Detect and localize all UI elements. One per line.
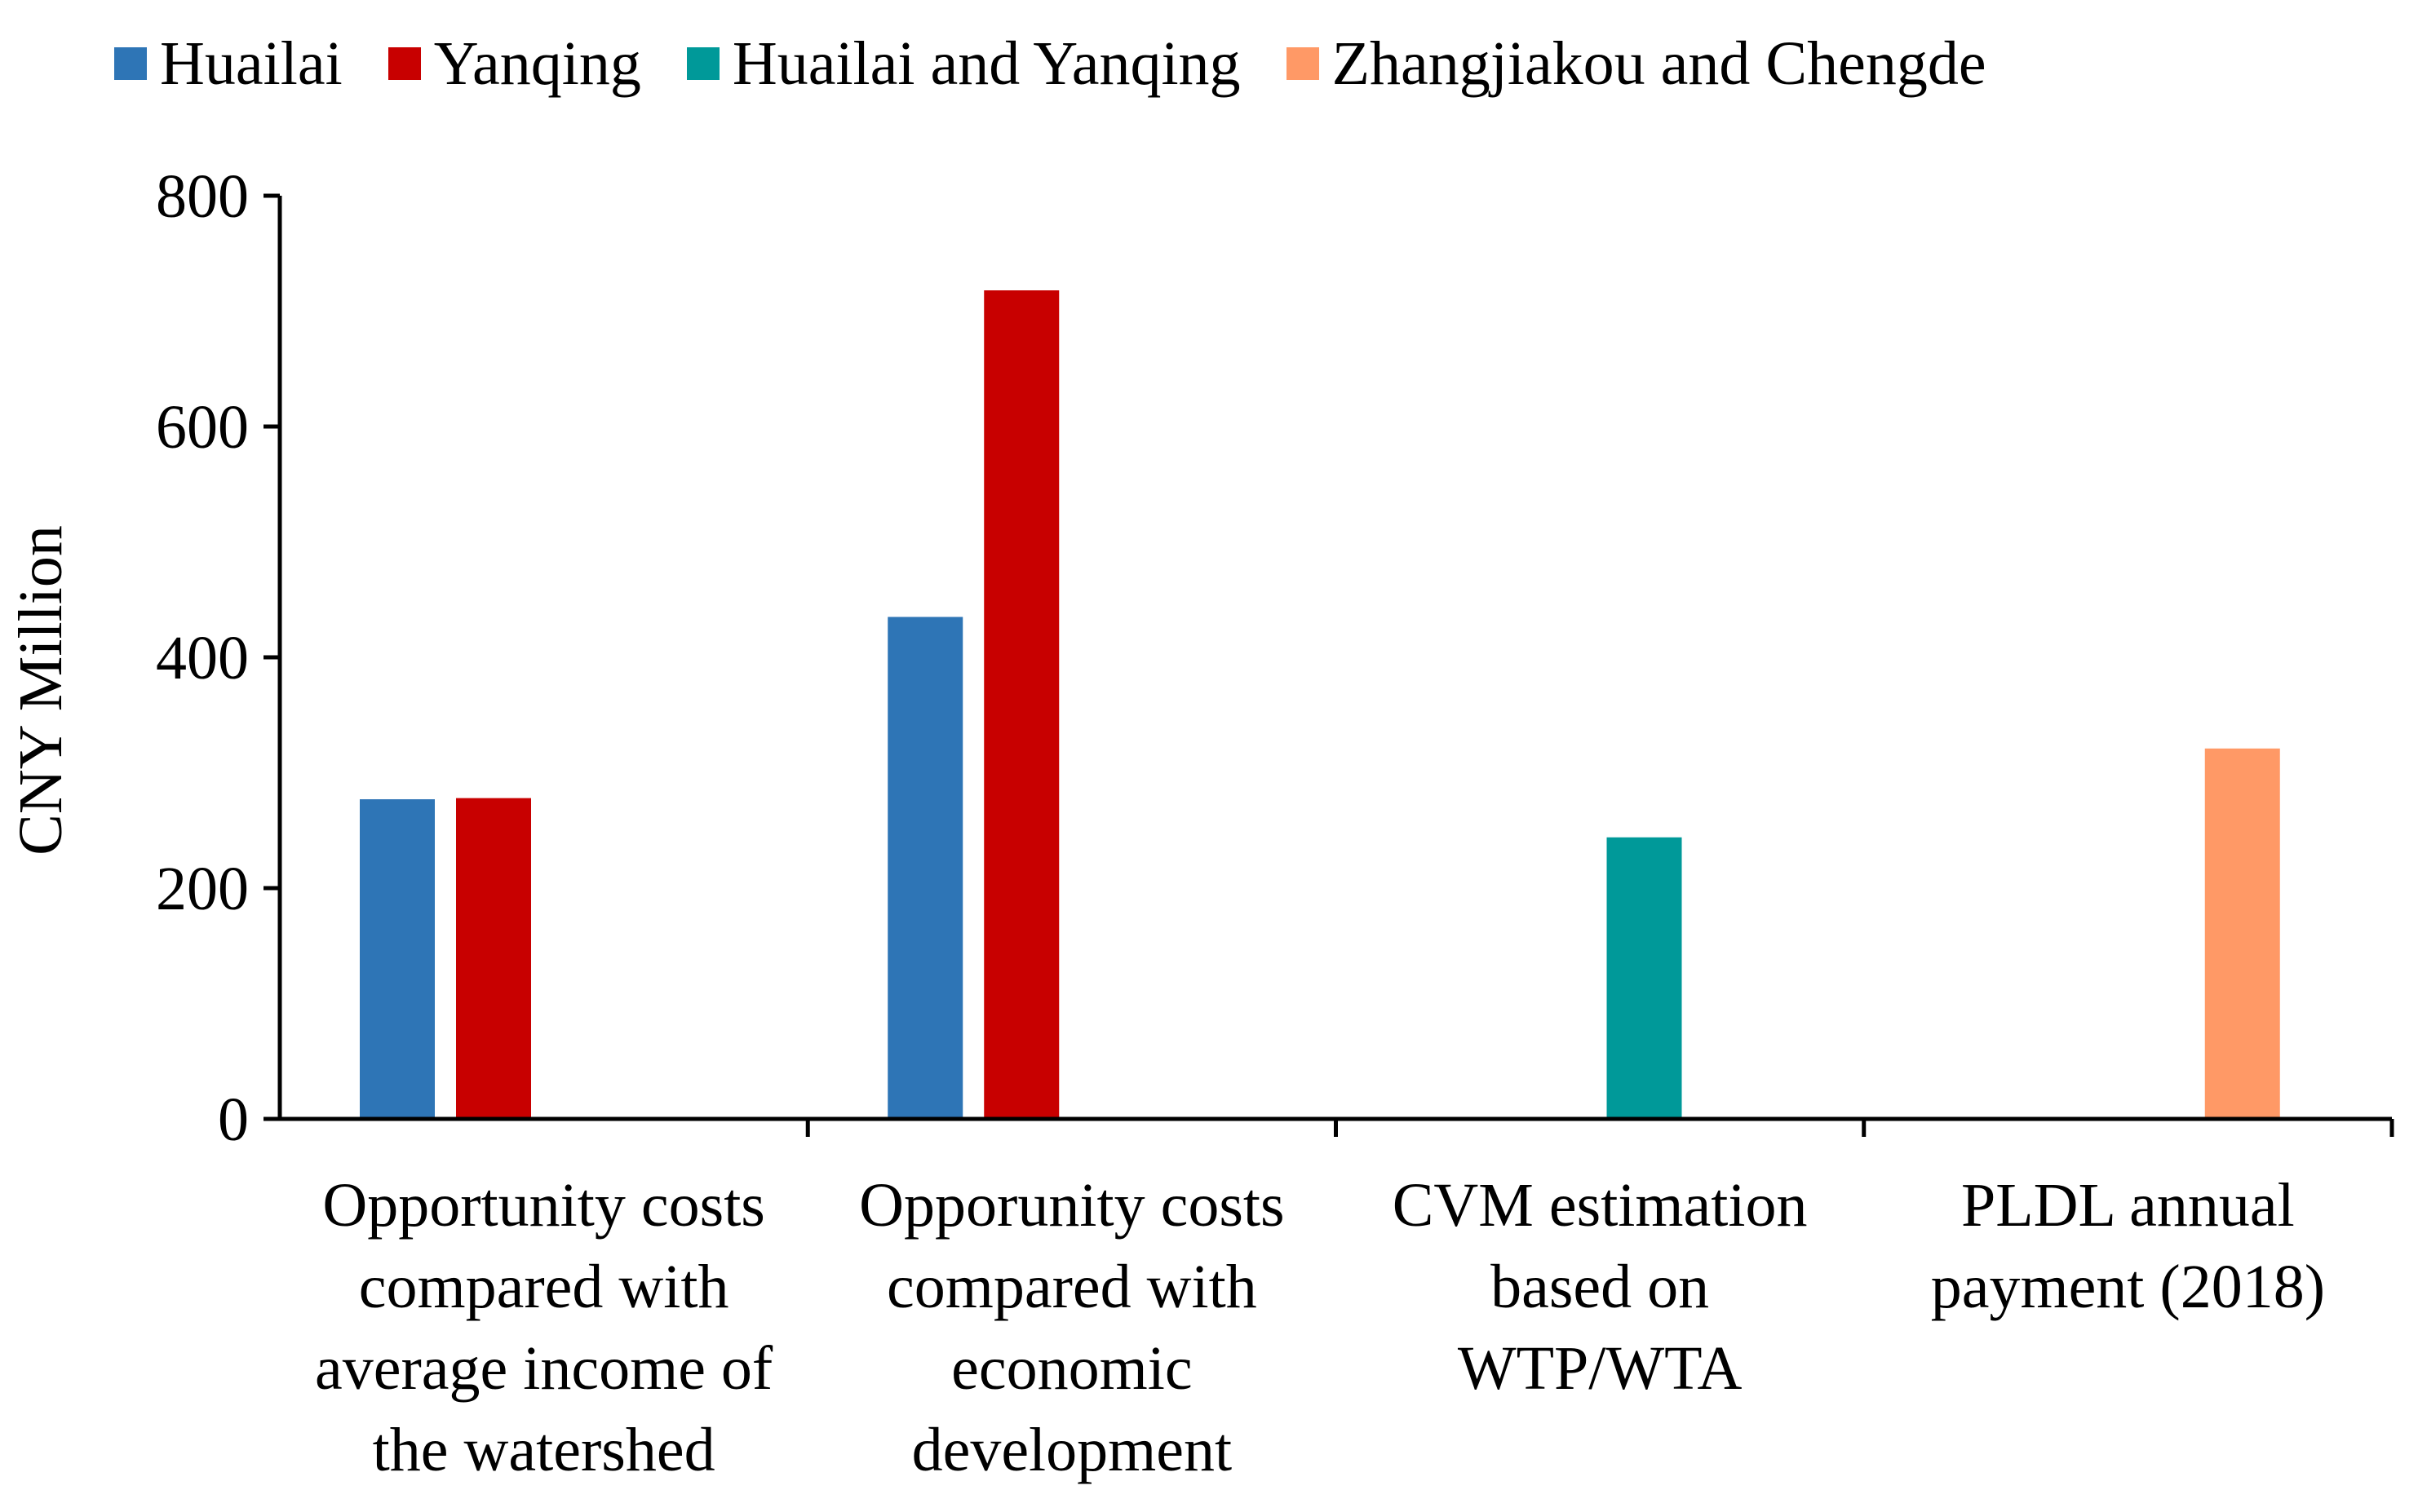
bar-huailai-cat-0 (360, 799, 435, 1119)
category-label-opportunity-income: Opportunity costs compared with average in… (275, 1165, 813, 1491)
category-label-line: CVM estimation (1392, 1171, 1808, 1240)
category-label-line: Opportunity costs (322, 1171, 765, 1240)
category-label-line: average income of (315, 1334, 773, 1403)
y-tick-label-0: 0 (218, 1085, 249, 1154)
y-tick-label-600: 600 (156, 393, 249, 462)
legend-item-yanqing: Yanqing (388, 33, 641, 95)
category-label-line: payment (2018) (1930, 1253, 2326, 1321)
legend-swatch-huailai (114, 47, 147, 80)
category-label-line: the watershed (372, 1416, 715, 1484)
legend-swatch-huailai-and-yanqing (686, 47, 720, 80)
legend-swatch-zhangjiakou-and-chengde (1286, 47, 1319, 80)
legend-item-zhangjiakou-and-chengde: Zhangjiakou and Chengde (1286, 33, 1986, 95)
legend-item-huailai: Huailai (114, 33, 343, 95)
legend-label-yanqing: Yanqing (433, 29, 641, 98)
category-label-opportunity-development: Opporunity costs compared with economic dev… (803, 1165, 1341, 1491)
y-tick-label-800: 800 (156, 162, 249, 231)
legend-label-huailai-and-yanqing: Huailai and Yanqing (732, 29, 1241, 98)
legend-label-huailai: Huailai (160, 29, 343, 98)
y-tick-label-400: 400 (156, 624, 249, 692)
category-label-line: based on (1490, 1253, 1710, 1321)
bar-zhangjiakou-and-chengde-cat-3 (2204, 748, 2280, 1119)
category-label-pldl: PLDL annual payment (2018) (1858, 1165, 2397, 1328)
y-tick-label-200: 200 (156, 855, 249, 923)
legend-swatch-yanqing (388, 47, 421, 80)
bar-yanqing-cat-0 (456, 798, 531, 1119)
bar-huailai-and-yanqing-cat-2 (1606, 837, 1682, 1119)
category-label-line: development (911, 1416, 1233, 1484)
category-label-line: economic (951, 1334, 1193, 1403)
legend-item-huailai-and-yanqing: Huailai and Yanqing (686, 29, 1241, 98)
category-label-line: compared with (887, 1253, 1257, 1321)
category-label-line: PLDL annual (1960, 1171, 2295, 1240)
category-label-cvm: CVM estimation based on WTP/WTA (1331, 1165, 1869, 1409)
bar-yanqing-cat-1 (984, 290, 1060, 1119)
category-label-line: WTP/WTA (1457, 1334, 1743, 1403)
category-label-line: Opporunity costs (859, 1171, 1285, 1240)
bar-huailai-cat-1 (888, 617, 963, 1119)
legend: Huailai Yanqing Huailai and Yanqing Zhan… (114, 23, 2032, 104)
legend-label-zhangjiakou-and-chengde: Zhangjiakou and Chengde (1331, 29, 1986, 98)
category-label-line: compared with (358, 1253, 729, 1321)
